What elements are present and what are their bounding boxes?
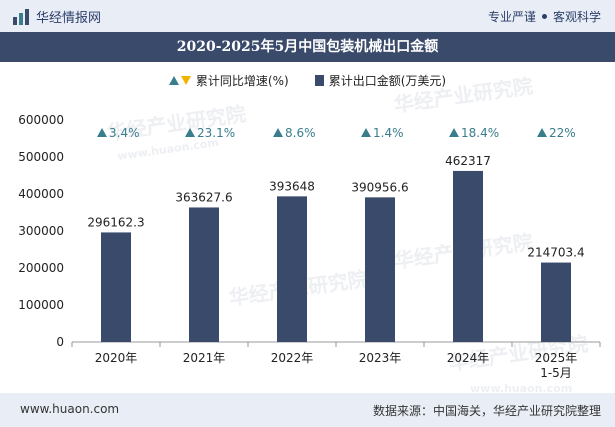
bar xyxy=(453,170,483,342)
header-bar: 华经情报网 专业严谨 客观科学 xyxy=(0,0,615,32)
chart-title: 2020-2025年5月中国包装机械出口金额 xyxy=(0,32,615,62)
tagline: 专业严谨 客观科学 xyxy=(488,8,601,25)
tagline-separator-dot-icon xyxy=(541,14,547,19)
bar xyxy=(101,232,131,342)
growth-up-triangle-icon xyxy=(185,128,195,137)
y-tick-label: 300000 xyxy=(18,224,64,238)
growth-up-triangle-icon xyxy=(97,128,107,137)
up-down-triangle-icon xyxy=(168,76,191,85)
x-tick-label: 2020年 xyxy=(95,351,138,365)
growth-rate-label: 1.4% xyxy=(373,126,404,140)
growth-rate-label: 3.4% xyxy=(109,126,140,140)
brand-logo-icon xyxy=(13,8,29,25)
y-tick-label: 400000 xyxy=(18,187,64,201)
growth-rate-label: 8.6% xyxy=(285,126,316,140)
bar xyxy=(541,262,571,342)
footer-website[interactable]: www.huaon.com xyxy=(20,402,120,416)
x-tick-label: 2022年 xyxy=(271,351,314,365)
growth-rate-label: 18.4% xyxy=(461,126,499,140)
tagline-left: 专业严谨 xyxy=(487,10,536,24)
bar xyxy=(365,197,395,342)
bar-value-label: 296162.3 xyxy=(87,215,144,229)
bar-chart: 华经产业研究院华经产业研究院华经产业研究院华经产业研究院华经产业研究院www.h… xyxy=(18,74,601,393)
bar-value-label: 214703.4 xyxy=(527,246,584,260)
legend-label-amount: 累计出口金额(万美元) xyxy=(328,74,447,88)
y-tick-label: 500000 xyxy=(18,150,64,164)
bar-value-label: 363627.6 xyxy=(175,190,232,204)
tagline-right: 客观科学 xyxy=(552,10,601,24)
y-tick-label: 600000 xyxy=(18,113,64,127)
bar-value-label: 462317 xyxy=(445,154,491,168)
brand[interactable]: 华经情报网 xyxy=(12,7,101,26)
growth-rate-label: 22% xyxy=(549,126,576,140)
growth-up-triangle-icon xyxy=(361,128,371,137)
bar-value-label: 390956.6 xyxy=(351,180,408,194)
legend-item-amount[interactable]: 累计出口金额(万美元) xyxy=(314,72,447,89)
footer-bar: www.huaon.com 数据来源：中国海关，华经产业研究院整理 xyxy=(0,393,615,427)
brand-name: 华经情报网 xyxy=(36,11,102,26)
legend-label-growth: 累计同比增速(%) xyxy=(195,74,289,88)
y-tick-label: 200000 xyxy=(18,261,64,275)
bar xyxy=(189,207,219,342)
x-tick-label: 1-5月 xyxy=(540,366,572,380)
chart-legend: 累计同比增速(%) 累计出口金额(万美元) xyxy=(0,72,615,89)
watermark-text: 华经产业研究院 xyxy=(392,74,534,117)
footer-source: 数据来源：中国海关，华经产业研究院整理 xyxy=(372,404,601,418)
x-tick-label: 2024年 xyxy=(447,351,490,365)
x-tick-label: 2025年 xyxy=(535,351,578,365)
watermark-url: www.huaon.com xyxy=(470,382,572,393)
y-tick-label: 0 xyxy=(56,335,64,349)
bar-swatch-icon xyxy=(314,75,324,86)
growth-up-triangle-icon xyxy=(537,128,547,137)
y-tick-label: 100000 xyxy=(18,298,64,312)
bar-value-label: 393648 xyxy=(269,179,315,193)
growth-up-triangle-icon xyxy=(273,128,283,137)
x-tick-label: 2021年 xyxy=(183,351,226,365)
legend-item-growth[interactable]: 累计同比增速(%) xyxy=(168,72,289,89)
growth-up-triangle-icon xyxy=(449,128,459,137)
bar xyxy=(277,196,307,342)
x-tick-label: 2023年 xyxy=(359,351,402,365)
growth-rate-label: 23.1% xyxy=(197,126,235,140)
